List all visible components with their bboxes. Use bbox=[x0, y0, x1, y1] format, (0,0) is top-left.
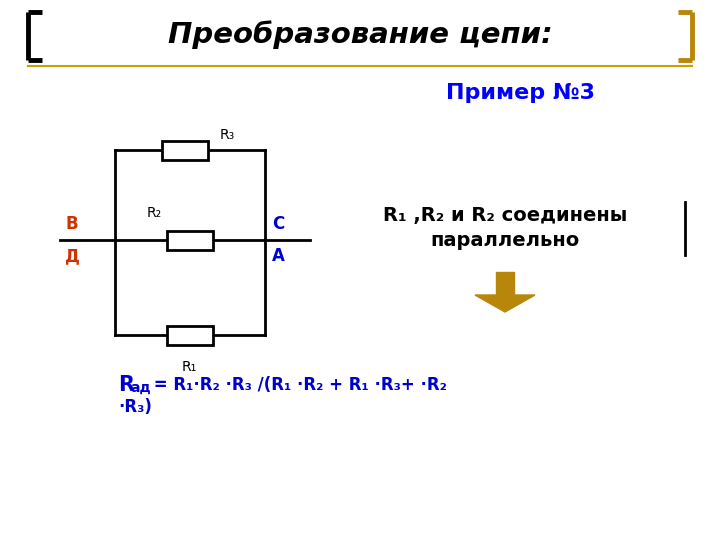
Bar bbox=[496, 272, 514, 295]
Polygon shape bbox=[475, 295, 535, 312]
Text: R₁: R₁ bbox=[182, 360, 197, 374]
Text: С: С bbox=[272, 215, 284, 233]
Text: ·R₃): ·R₃) bbox=[118, 398, 152, 416]
Bar bbox=[167, 326, 213, 345]
Text: Пример №3: Пример №3 bbox=[446, 83, 595, 103]
Text: R: R bbox=[118, 375, 134, 395]
Text: R₃: R₃ bbox=[220, 128, 235, 142]
Text: R₂: R₂ bbox=[147, 206, 162, 220]
Text: А: А bbox=[271, 247, 284, 265]
Text: Д: Д bbox=[65, 247, 79, 265]
Text: Преобразование цепи:: Преобразование цепи: bbox=[168, 21, 552, 49]
Text: ад: ад bbox=[130, 381, 150, 395]
Bar bbox=[167, 231, 213, 249]
Text: R₁ ,R₂ и R₂ соединены: R₁ ,R₂ и R₂ соединены bbox=[383, 206, 627, 225]
Text: В: В bbox=[66, 215, 78, 233]
Text: параллельно: параллельно bbox=[431, 231, 580, 249]
Bar bbox=[162, 140, 208, 159]
Text: = R₁·R₂ ·R₃ /(R₁ ·R₂ + R₁ ·R₃+ ·R₂: = R₁·R₂ ·R₃ /(R₁ ·R₂ + R₁ ·R₃+ ·R₂ bbox=[148, 376, 447, 394]
